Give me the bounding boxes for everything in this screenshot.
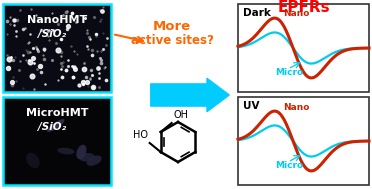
Text: HO: HO [133,130,148,140]
Text: OH: OH [173,110,188,120]
Text: /SiO₂: /SiO₂ [38,29,66,39]
Text: More: More [153,20,191,33]
Text: UV: UV [243,101,260,111]
Ellipse shape [79,153,95,162]
Text: MicroHMT: MicroHMT [26,108,88,118]
Bar [3,97,111,185]
Text: active sites?: active sites? [131,35,214,47]
Ellipse shape [76,145,87,159]
Text: EPFRs: EPFRs [278,0,330,15]
Text: /SiO₂: /SiO₂ [38,122,66,132]
Text: Nano: Nano [283,9,309,19]
Text: NanoHMT: NanoHMT [27,15,87,25]
Ellipse shape [26,153,39,168]
Bar [238,97,369,185]
Ellipse shape [57,148,74,154]
Text: Micro: Micro [275,68,303,77]
FancyArrowPatch shape [151,78,229,112]
Text: Dark: Dark [243,8,271,18]
Text: Micro: Micro [275,161,303,170]
Ellipse shape [87,156,102,166]
Bar [238,4,369,92]
Text: Nano: Nano [283,102,309,112]
Ellipse shape [47,119,64,132]
Bar [3,4,111,92]
